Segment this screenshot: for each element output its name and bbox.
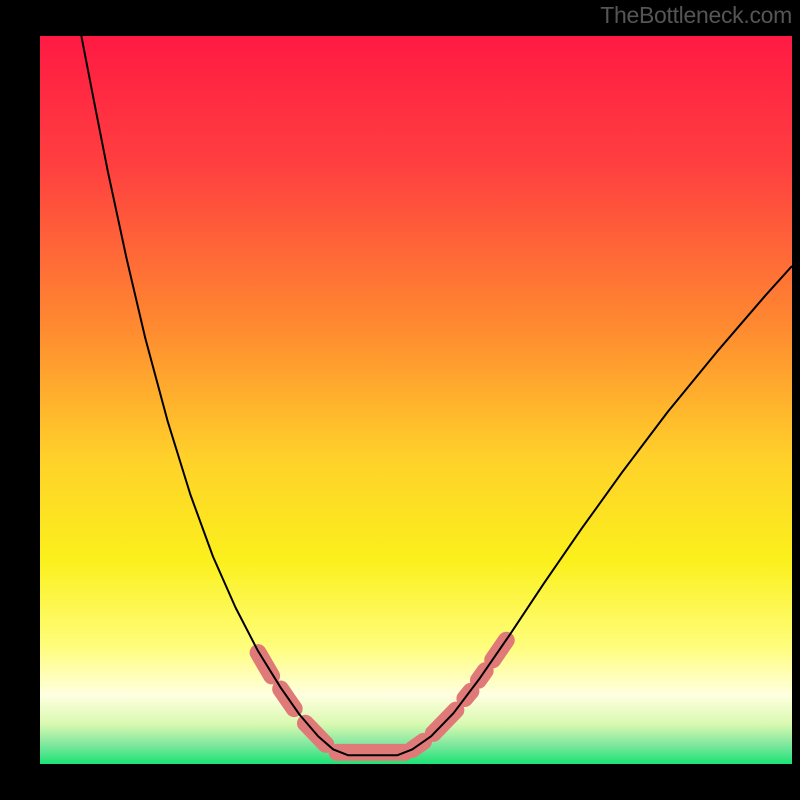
- watermark-text: TheBottleneck.com: [600, 2, 792, 29]
- chart-svg: [0, 0, 800, 800]
- bottleneck-chart: TheBottleneck.com: [0, 0, 800, 800]
